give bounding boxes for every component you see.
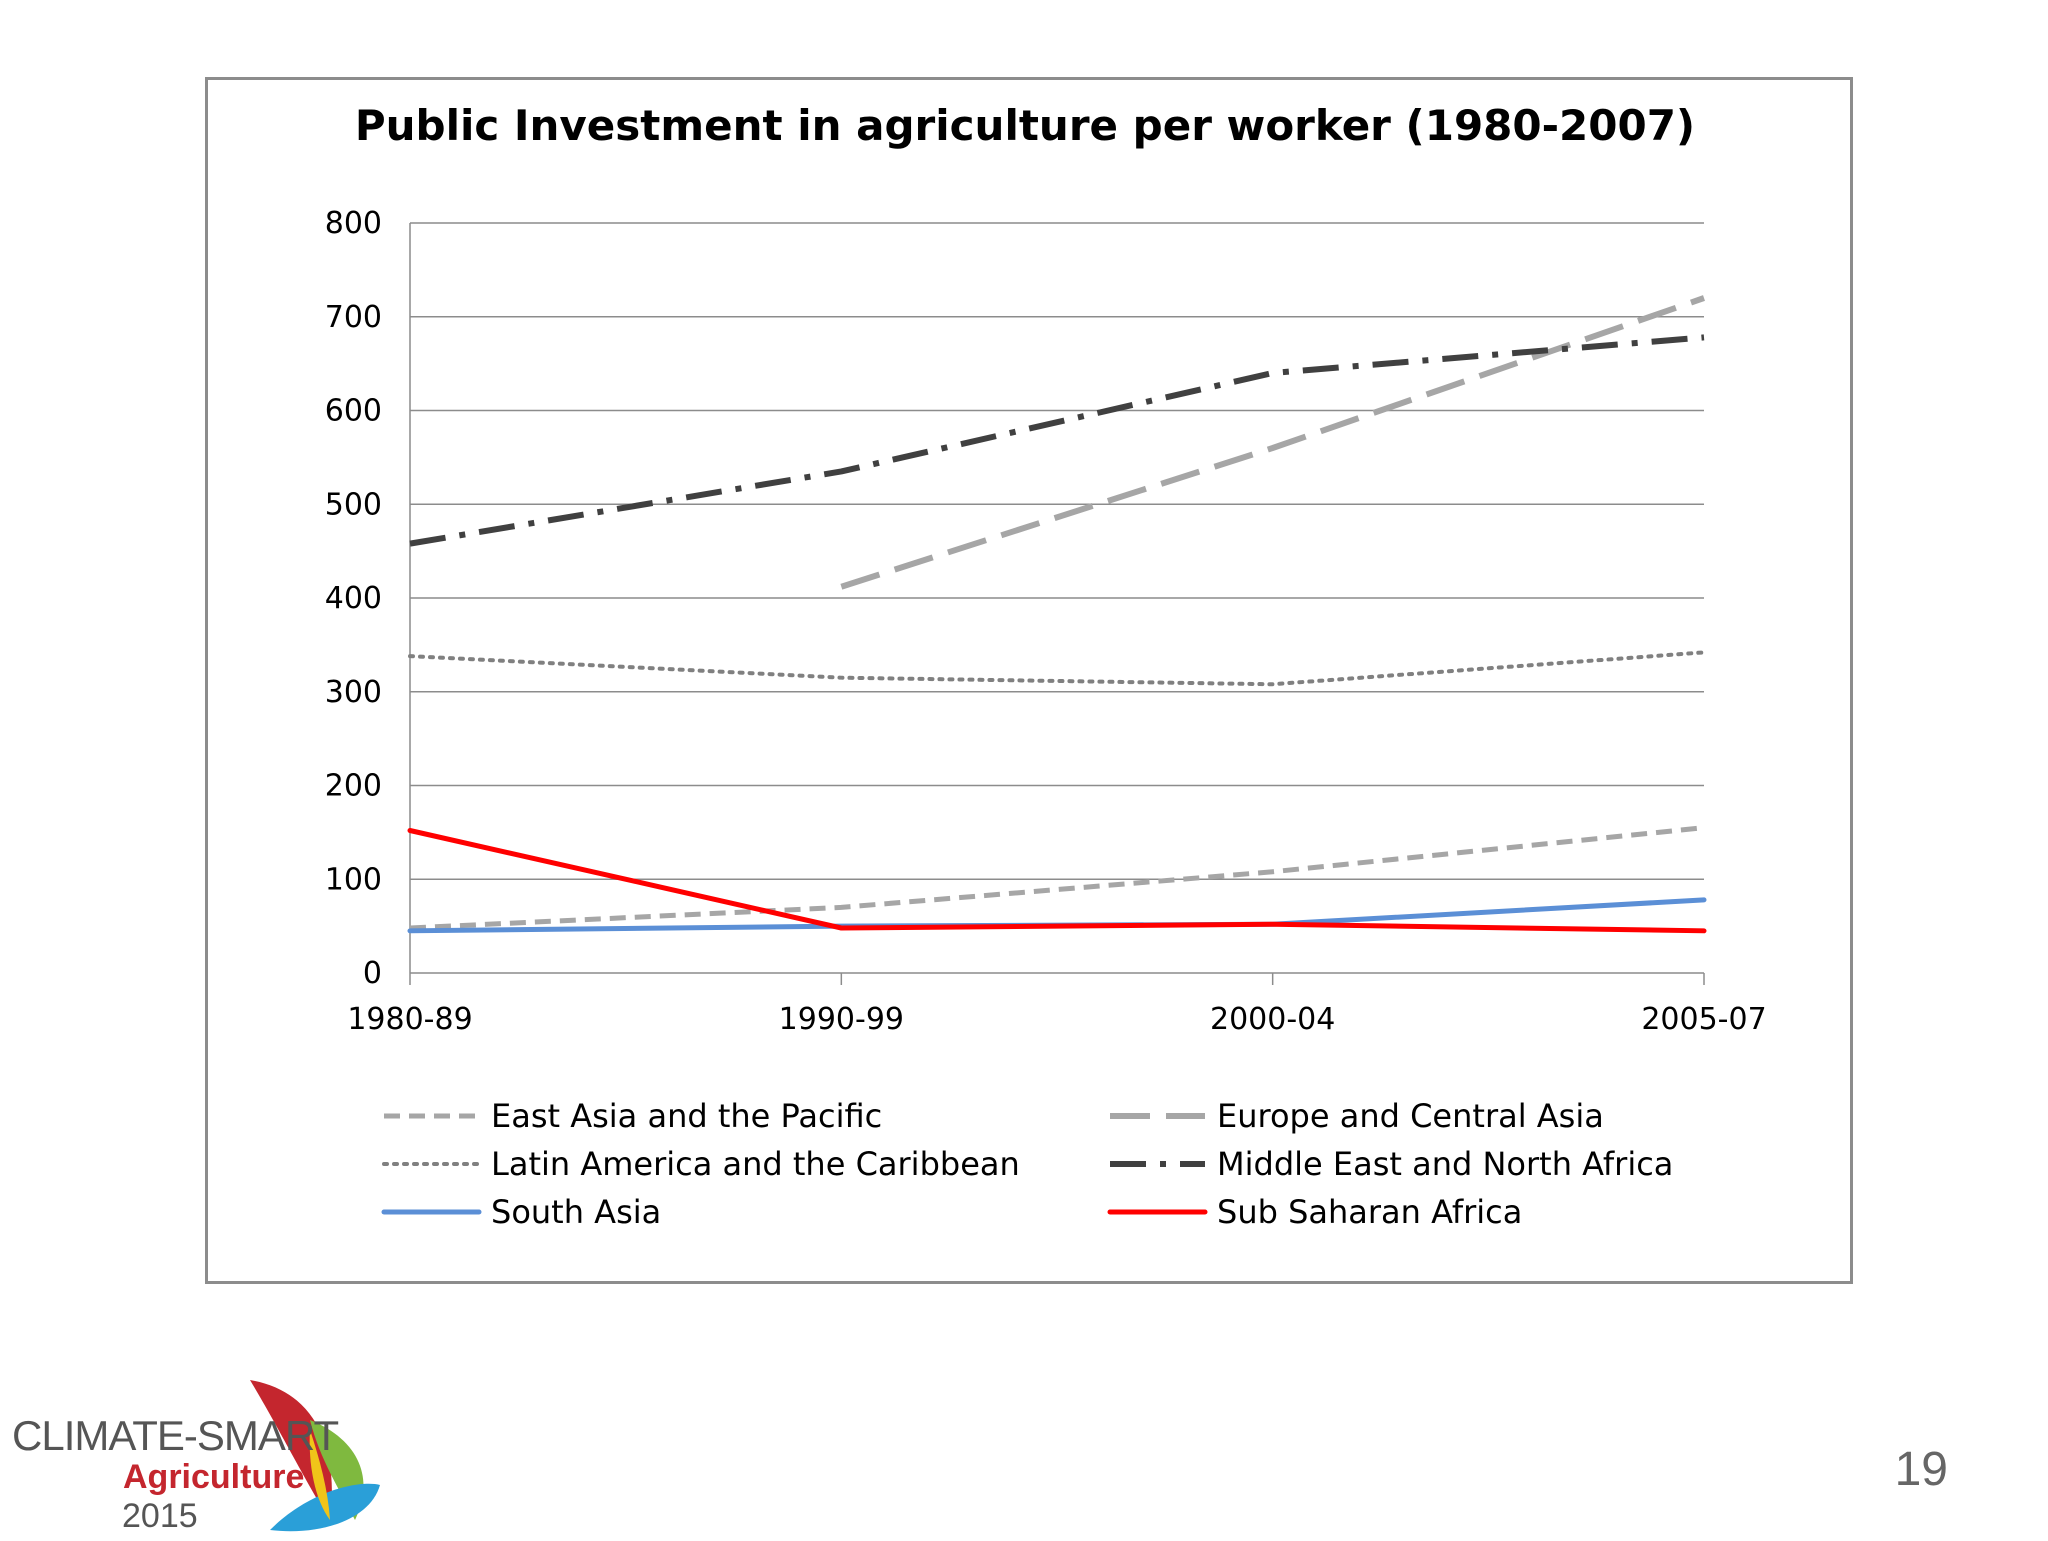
legend-label-1: East Asia and the Pacific — [491, 1097, 882, 1135]
x-tick-label: 1990-99 — [779, 1002, 904, 1037]
series-line-4 — [409, 334, 1705, 547]
y-tick-label: 600 — [325, 394, 382, 429]
y-tick-label: 800 — [325, 206, 382, 241]
gridlines — [410, 222, 1704, 880]
logo-yellow-leaf-icon — [309, 1430, 330, 1520]
legend: East Asia and the Pacific Europe and Cent… — [381, 1097, 1673, 1231]
x-tick-label: 2005-07 — [1641, 1002, 1766, 1037]
slide-number: 19 — [1894, 1443, 1948, 1496]
logo-red-leaf-icon — [250, 1380, 332, 1520]
series-lines — [407, 295, 1707, 934]
chart-title: Public Investment in agriculture per wor… — [355, 101, 1695, 150]
climate-smart-logo: CLIMATE-SMART Agriculture 2015 — [10, 1370, 380, 1536]
y-tick-label: 500 — [325, 487, 382, 522]
legend-label-6: Sub Saharan Africa — [1217, 1193, 1522, 1231]
y-tick-label: 0 — [363, 956, 382, 991]
series-line-1 — [409, 825, 1705, 931]
logo-line1: CLIMATE-SMART — [12, 1412, 338, 1459]
legend-label-2: Europe and Central Asia — [1217, 1097, 1604, 1135]
x-tick-label: 2000-04 — [1210, 1002, 1335, 1037]
logo-line2: Agriculture — [123, 1458, 304, 1496]
axes: 0 100 200 300 400 500 600 700 800 1980-89 1990-99 2… — [325, 206, 1767, 1037]
y-tick-label: 100 — [325, 862, 382, 897]
logo-line3: 2015 — [122, 1497, 198, 1535]
y-tick-label: 700 — [325, 300, 382, 335]
series-line-3 — [408, 650, 1706, 687]
legend-label-3: Latin America and the Caribbean — [491, 1145, 1020, 1183]
series-line-2 — [840, 295, 1705, 590]
legend-label-5: South Asia — [491, 1193, 661, 1231]
line-chart: Public Investment in agriculture per wor… — [325, 101, 1767, 1231]
y-tick-label: 300 — [325, 675, 382, 710]
series-line-6 — [407, 828, 1707, 934]
y-tick-label: 200 — [325, 769, 382, 804]
x-tick-label: 1980-89 — [347, 1002, 472, 1037]
y-tick-label: 400 — [325, 581, 382, 616]
chart-frame: Public Investment in agriculture per wor… — [205, 77, 1853, 1284]
legend-label-4: Middle East and North Africa — [1217, 1145, 1673, 1183]
